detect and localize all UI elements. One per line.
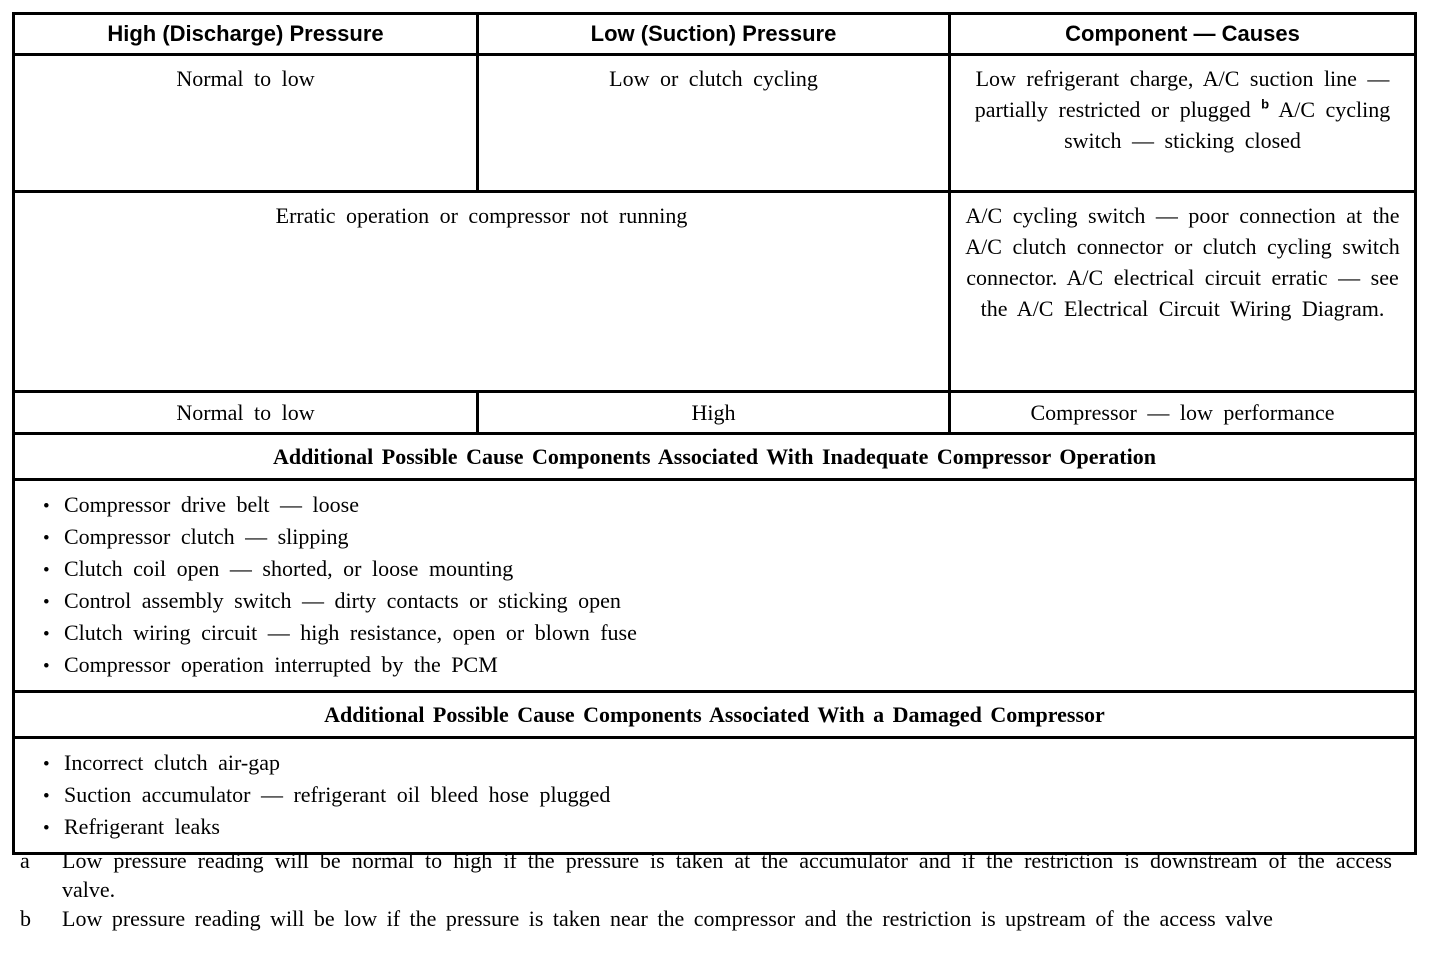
cell-row3-high-pressure: Normal to low (12, 390, 479, 435)
list-item-text: Incorrect clutch air-gap (64, 750, 280, 775)
footnote-marker: b (20, 906, 31, 931)
cause-text-part2: A/C cycling switch — sticking closed (1064, 97, 1391, 153)
column-header-low-suction-pressure: Low (Suction) Pressure (476, 12, 951, 56)
table-row-2: Erratic operation or compressor not runn… (12, 190, 1417, 393)
list-item-text: Clutch coil open — shorted, or loose mou… (64, 556, 514, 581)
footnote-b: b Low pressure reading will be low if th… (20, 904, 1392, 933)
list-item: • Compressor clutch — slipping (43, 522, 1404, 554)
list-item: • Control assembly switch — dirty contact… (43, 586, 1404, 618)
list-item: • Clutch coil open — shorted, or loose mo… (43, 554, 1404, 586)
cause-text-part1: Low refrigerant charge, A/C suction line… (974, 66, 1390, 122)
bullet-icon: • (43, 624, 50, 645)
footnote-ref-b: b (1261, 96, 1270, 112)
bullet-icon: • (43, 656, 50, 677)
list-item-text: Compressor drive belt — loose (64, 492, 359, 517)
cell-row3-component-causes: Compressor — low performance (948, 390, 1417, 435)
bullet-icon: • (43, 754, 50, 775)
bullet-icon: • (43, 560, 50, 581)
cell-row1-high-pressure: Normal to low (12, 53, 479, 193)
cell-row1-low-pressure: Low or clutch cycling (476, 53, 951, 193)
bullet-icon: • (43, 592, 50, 613)
column-header-component-causes: Component — Causes (948, 12, 1417, 56)
pressure-diagnosis-table: High (Discharge) Pressure Low (Suction) … (12, 12, 1417, 855)
bullet-list-row-inadequate-compressor: • Compressor drive belt — loose • Compress… (12, 478, 1417, 693)
footnote-marker: a (20, 848, 30, 873)
list-item-text: Suction accumulator — refrigerant oil bl… (64, 782, 611, 807)
section-title-inadequate-compressor-operation: Additional Possible Cause Components Ass… (12, 432, 1417, 481)
list-item-text: Clutch wiring circuit — high resistance,… (64, 620, 637, 645)
cell-row2-merged-pressures: Erratic operation or compressor not runn… (12, 190, 951, 393)
bullet-list-row-damaged-compressor: • Incorrect clutch air-gap • Suction accum… (12, 736, 1417, 855)
footnotes-section: a Low pressure reading will be normal to… (20, 846, 1392, 933)
table-header-row: High (Discharge) Pressure Low (Suction) … (12, 12, 1417, 56)
list-item-text: Compressor operation interrupted by the … (64, 652, 498, 677)
bullet-list-damaged-compressor: • Incorrect clutch air-gap • Suction accum… (12, 736, 1417, 855)
list-item-text: Control assembly switch — dirty contacts… (64, 588, 621, 613)
cell-row3-low-pressure: High (476, 390, 951, 435)
bullet-icon: • (43, 528, 50, 549)
bullet-icon: • (43, 496, 50, 517)
cell-row2-component-causes: A/C cycling switch — poor connection at … (948, 190, 1417, 393)
column-header-high-discharge-pressure: High (Discharge) Pressure (12, 12, 479, 56)
list-item-text: Compressor clutch — slipping (64, 524, 349, 549)
section-header-row-inadequate-compressor: Additional Possible Cause Components Ass… (12, 432, 1417, 481)
footnote-text: Low pressure reading will be low if the … (62, 906, 1273, 931)
table-row-1: Normal to low Low or clutch cycling Low … (12, 53, 1417, 193)
bullet-icon: • (43, 818, 50, 839)
list-item: • Clutch wiring circuit — high resistance… (43, 618, 1404, 650)
list-item: • Incorrect clutch air-gap (43, 748, 1404, 780)
list-item: • Refrigerant leaks (43, 812, 1404, 844)
bullet-list-inadequate-compressor: • Compressor drive belt — loose • Compress… (12, 478, 1417, 693)
section-title-damaged-compressor: Additional Possible Cause Components Ass… (12, 690, 1417, 739)
list-item-text: Refrigerant leaks (64, 814, 220, 839)
cell-row1-component-causes: Low refrigerant charge, A/C suction line… (948, 53, 1417, 193)
bullet-icon: • (43, 786, 50, 807)
footnote-a: a Low pressure reading will be normal to… (20, 846, 1392, 904)
footnote-text: Low pressure reading will be normal to h… (62, 848, 1392, 902)
table-row-3: Normal to low High Compressor — low perf… (12, 390, 1417, 435)
list-item: • Compressor operation interrupted by the… (43, 650, 1404, 682)
list-item: • Suction accumulator — refrigerant oil b… (43, 780, 1404, 812)
list-item: • Compressor drive belt — loose (43, 490, 1404, 522)
section-header-row-damaged-compressor: Additional Possible Cause Components Ass… (12, 690, 1417, 739)
